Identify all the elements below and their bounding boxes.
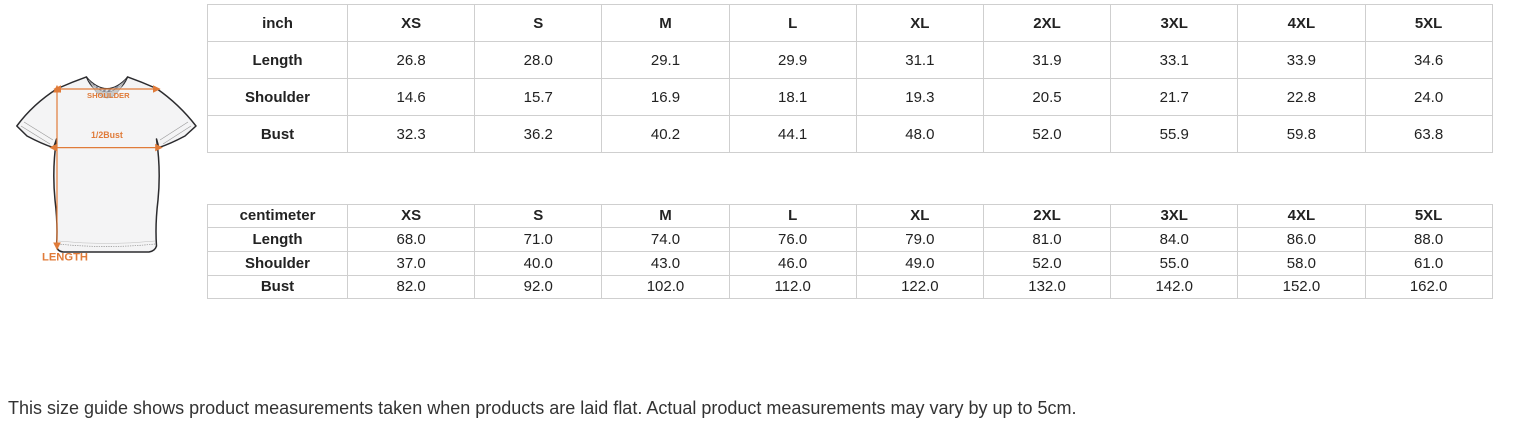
svg-text:SHOULDER: SHOULDER xyxy=(87,91,130,100)
svg-text:LENGTH: LENGTH xyxy=(42,252,88,264)
svg-text:1/2Bust: 1/2Bust xyxy=(91,130,123,140)
